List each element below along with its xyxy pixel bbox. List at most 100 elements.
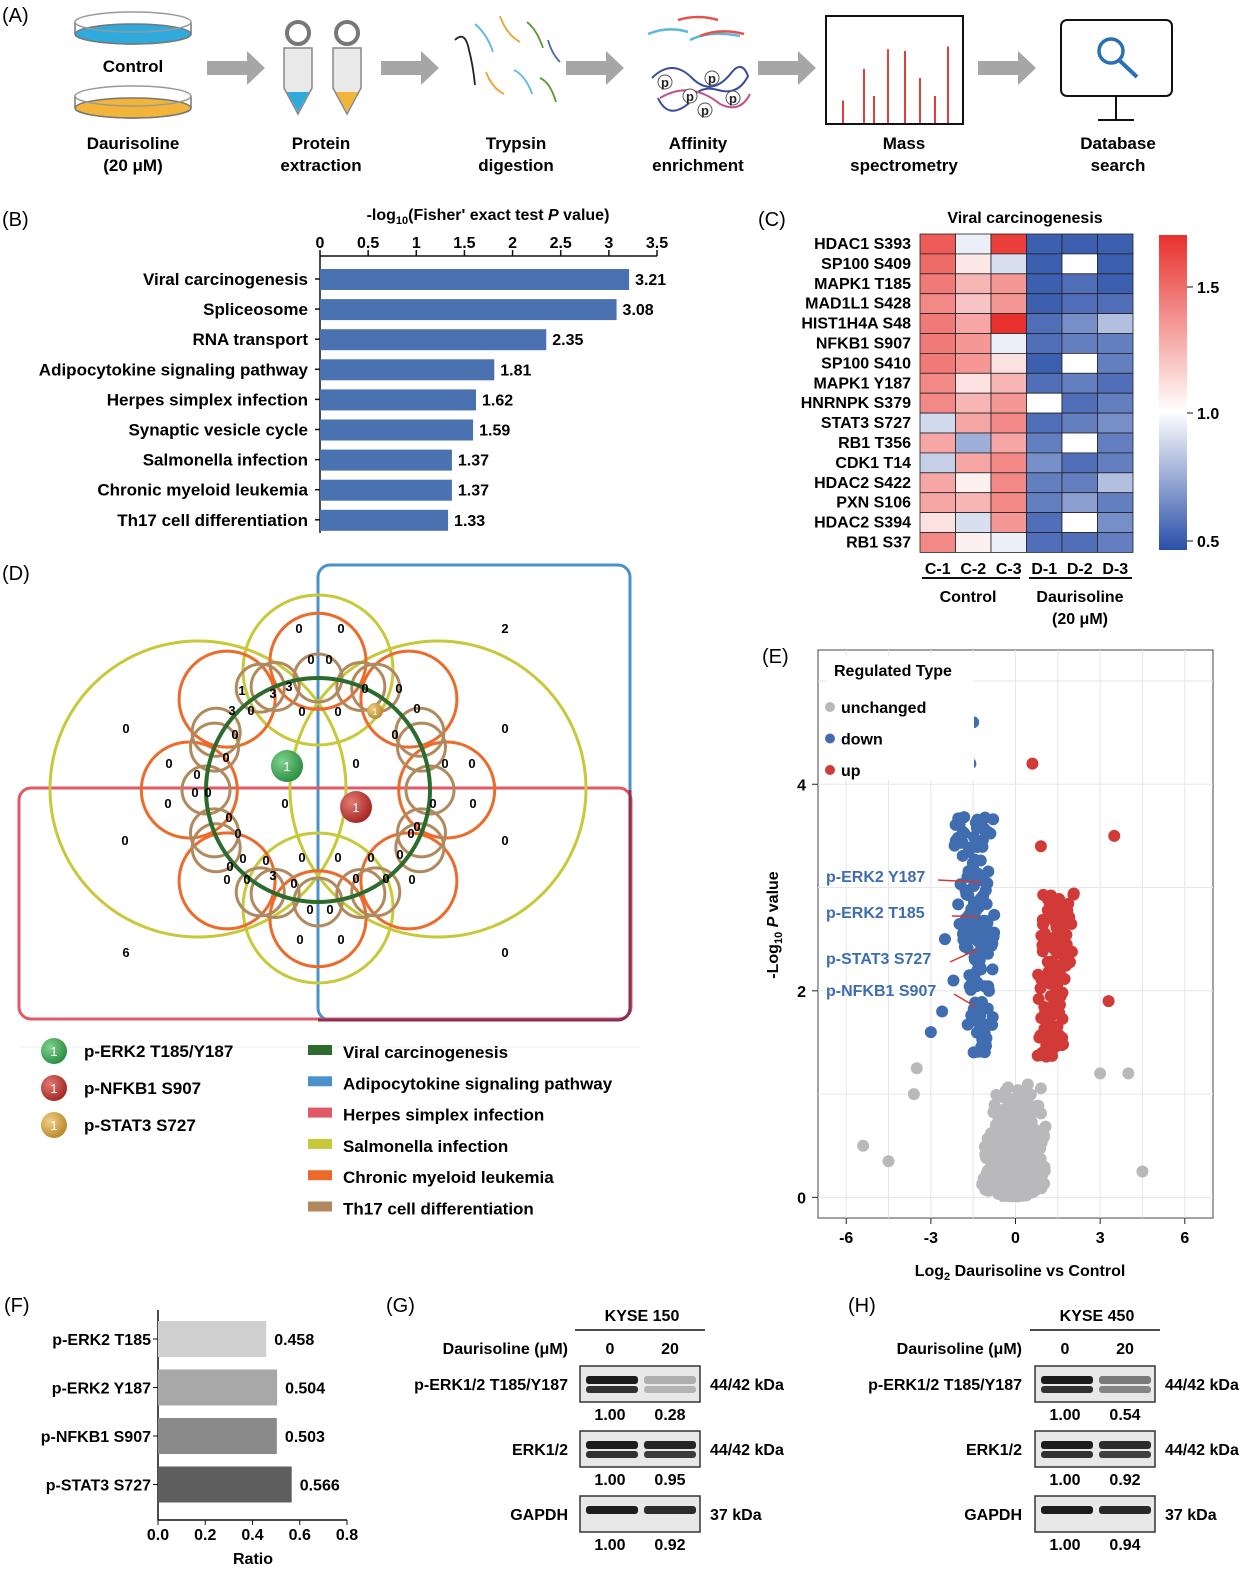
heatmap-cell	[1098, 533, 1134, 553]
heatmap-cell	[920, 513, 956, 533]
chart-f-category-label: p-STAT3 S727	[46, 1478, 151, 1495]
heatmap-column-label: D-3	[1102, 561, 1128, 578]
venn-count: 0	[501, 833, 508, 848]
blot-row-label: p-ERK1/2 T185/Y187	[868, 1377, 1022, 1394]
panel-label-d: (D)	[2, 563, 30, 585]
heatmap-cell	[991, 353, 1027, 373]
volcano-point-down	[939, 933, 951, 945]
blot-band	[1099, 1506, 1151, 1514]
chart-b-category-label: Chronic myeloid leukemia	[97, 481, 308, 500]
volcano-y-tick-label: 4	[797, 777, 806, 794]
control-label: Control	[103, 57, 163, 76]
volcano-point-down	[971, 1027, 983, 1039]
chart-b-category-label: RNA transport	[192, 330, 308, 349]
panel-label-g: (G)	[386, 1295, 415, 1317]
volcano-point-unchanged	[998, 1137, 1010, 1149]
volcano-point-unchanged	[1035, 1082, 1047, 1094]
heatmap-cell	[1062, 533, 1098, 553]
blot-dose-label: 0	[606, 1341, 615, 1358]
volcano-point-down	[980, 921, 992, 933]
volcano-point-unchanged	[1027, 1159, 1039, 1171]
chart-f-tick-label: 0.8	[336, 1527, 358, 1544]
volcano-point-down	[972, 979, 984, 991]
heatmap-row-label: PXN S106	[836, 495, 911, 512]
venn-count: 0	[204, 785, 211, 800]
heatmap-cell	[920, 413, 956, 433]
chart-b-category-label: Adipocytokine signaling pathway	[39, 360, 309, 379]
heatmap-cell	[1062, 453, 1098, 473]
heatmap-cell	[1098, 254, 1134, 274]
panel-b-enrichment-chart: (B) -log10(Fisher' exact test P value) 0…	[2, 207, 668, 533]
chart-f-bar	[158, 1370, 277, 1406]
heatmap-cell	[956, 453, 992, 473]
venn-count: 0	[441, 756, 448, 771]
blot-quant-value: 1.00	[594, 1537, 625, 1554]
venn-count: 0	[222, 750, 229, 765]
heatmap-cell	[1062, 473, 1098, 493]
volcano-ylabel: -Log10 P value	[765, 871, 785, 978]
heatmap-cell	[1062, 274, 1098, 294]
venn-count: 0	[361, 681, 368, 696]
venn-count: 0	[281, 796, 288, 811]
volcano-point-down	[986, 938, 998, 950]
volcano-point-up	[1035, 982, 1047, 994]
chart-b-title: -log10(Fisher' exact test P value)	[367, 207, 610, 227]
heatmap-cell	[1027, 274, 1063, 294]
blot-band	[586, 1506, 638, 1514]
panel-label-e: (E)	[762, 646, 789, 668]
heatmap-group-drug-dose: (20 μM)	[1052, 611, 1108, 628]
heatmap-row-label: MAPK1 Y187	[813, 375, 911, 392]
volcano-point-up	[1040, 1044, 1052, 1056]
heatmap-cell	[956, 533, 992, 553]
venn-count: 6	[122, 945, 129, 960]
volcano-annotation-label: p-ERK2 T185	[826, 905, 925, 922]
arrow-icon	[758, 51, 816, 85]
heatmap-row-label: HIST1H4A S48	[801, 316, 911, 333]
heatmap-cell	[1027, 314, 1063, 334]
chart-b-bar	[320, 359, 494, 380]
venn-count: 0	[413, 701, 420, 716]
heatmap-cell	[956, 493, 992, 513]
blot-quant-value: 1.00	[1049, 1407, 1080, 1424]
venn-count: 0	[334, 850, 341, 865]
chart-b-category-label: Synaptic vesicle cycle	[128, 421, 308, 440]
heatmap-row-label: HDAC2 S394	[814, 515, 911, 532]
blot-size-label: 44/42 kDa	[1165, 1377, 1239, 1394]
venn-count: 0	[306, 902, 313, 917]
heatmap-row-label: MAPK1 T185	[814, 276, 911, 293]
volcano-point-unchanged	[857, 1140, 869, 1152]
legend-marker-number: 1	[50, 1118, 57, 1133]
chart-f-category-label: p-NFKB1 S907	[41, 1429, 151, 1446]
mass-spectrum-icon	[826, 16, 963, 124]
volcano-point-down	[958, 827, 970, 839]
volcano-point-up	[1040, 891, 1052, 903]
svg-text:p: p	[661, 75, 669, 90]
legend-set-label: Th17 cell differentiation	[343, 1200, 534, 1219]
heatmap-cell	[920, 473, 956, 493]
heatmap-cell	[1098, 493, 1134, 513]
blot-band	[644, 1506, 696, 1514]
volcano-point-unchanged	[985, 1137, 997, 1149]
blot-band	[1099, 1376, 1151, 1384]
heatmap-cell	[920, 453, 956, 473]
heatmap-cell	[956, 513, 992, 533]
blot-row-label: GAPDH	[510, 1507, 568, 1524]
chart-b-bar	[320, 389, 476, 410]
venn-count: 0	[122, 721, 129, 736]
chart-b-value-label: 1.33	[454, 513, 485, 530]
step-label-line2: enrichment	[652, 156, 744, 175]
venn-count: 0	[395, 681, 402, 696]
heatmap-cell	[1098, 513, 1134, 533]
venn-count: 0	[243, 872, 250, 887]
marker-label: 1	[283, 759, 290, 774]
volcano-point-down	[982, 865, 994, 877]
blot-quant-value: 1.00	[1049, 1472, 1080, 1489]
venn-count: 0	[468, 756, 475, 771]
volcano-point-down	[974, 1009, 986, 1021]
heatmap-cell	[1027, 334, 1063, 354]
blot-band	[644, 1376, 696, 1384]
blot-quant-value: 0.95	[654, 1472, 685, 1489]
blot-band	[1041, 1376, 1093, 1384]
heatmap-cell	[1027, 513, 1063, 533]
